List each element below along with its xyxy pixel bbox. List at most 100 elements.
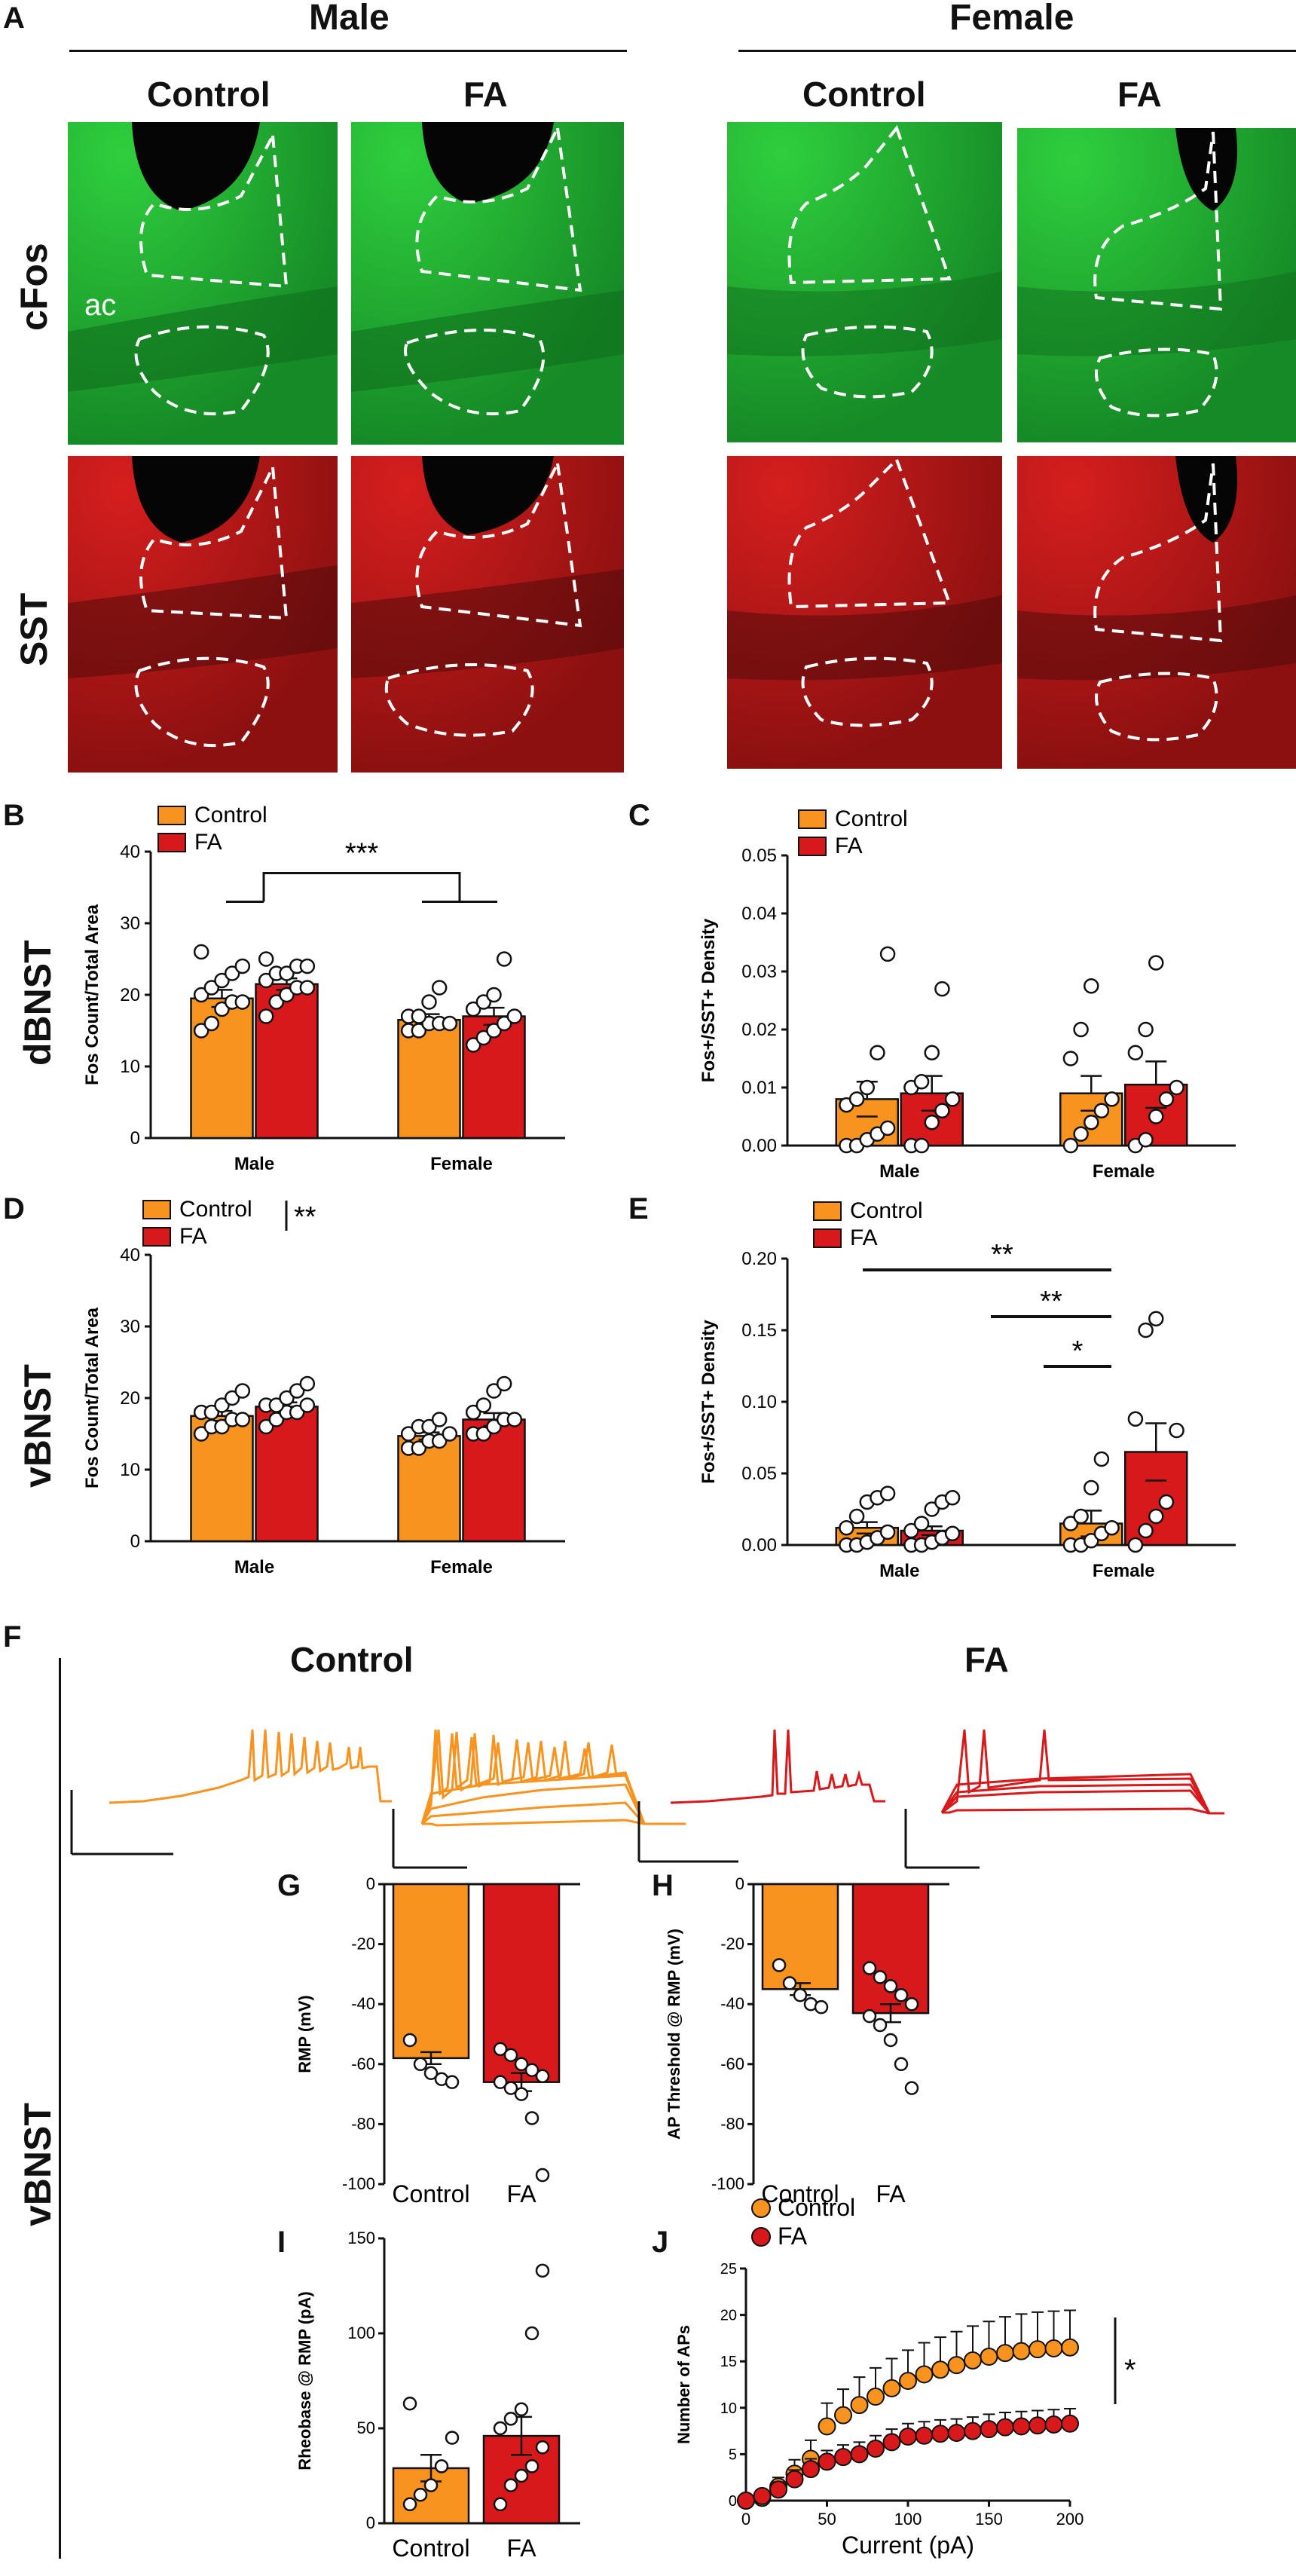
row-label-dbnst: dBNST (17, 940, 59, 1066)
data-point-control (1029, 2340, 1047, 2359)
data-point (289, 1404, 305, 1421)
data-point (1093, 1103, 1110, 1119)
legend-label-control: Control (778, 2194, 855, 2221)
data-point (493, 2075, 508, 2089)
x-category-label: FA (506, 2535, 536, 2562)
scale-bar-fa-2 (904, 1809, 980, 1869)
data-point-control (931, 2360, 949, 2379)
data-point (873, 1970, 888, 1984)
data-point (400, 1426, 417, 1442)
y-tick-label: -20 (720, 1935, 744, 1953)
bar-control (392, 1883, 470, 2060)
data-point (814, 1999, 829, 2015)
data-point (535, 2440, 550, 2455)
data-point (904, 1996, 919, 2012)
x-category-label: Female (1093, 1161, 1155, 1182)
data-point (524, 2459, 539, 2474)
y-axis-label: Number of APs (674, 2325, 693, 2444)
data-point-fa (964, 2422, 982, 2440)
legend-swatch-fa (142, 1227, 171, 1247)
y-tick-label: 5 (729, 2446, 737, 2463)
legend-swatch-control (813, 1201, 842, 1221)
data-point (493, 2497, 508, 2512)
data-point (496, 951, 512, 967)
data-point (475, 1426, 492, 1442)
bar-control-female (397, 1019, 461, 1140)
data-point (870, 1045, 885, 1061)
image-cfos-male-fa (351, 122, 624, 445)
data-point (793, 1988, 808, 2002)
data-point-fa (1061, 2414, 1079, 2433)
data-point (214, 1001, 230, 1017)
x-category-label: FA (506, 2180, 536, 2207)
legend-label-fa: FA (778, 2223, 808, 2250)
y-tick-label: -40 (720, 1994, 744, 2013)
data-point (1138, 1021, 1154, 1038)
data-point (493, 2042, 508, 2057)
y-tick-label: 0 (366, 1877, 375, 1893)
data-point (413, 2057, 428, 2072)
y-tick-label: 0 (366, 2513, 375, 2532)
legend-swatch-control (798, 809, 827, 829)
data-point (214, 1397, 230, 1413)
legend-swatch-control (157, 806, 186, 825)
data-point (503, 2412, 518, 2426)
data-point (279, 987, 295, 1003)
y-tick-label: 0.05 (741, 1464, 777, 1484)
panel-letter-g: G (277, 1869, 301, 1902)
data-point-fa (818, 2452, 836, 2471)
y-tick-label: -80 (720, 2114, 744, 2133)
col-label-female-control: Control (802, 75, 926, 114)
significance-label-1: ** (991, 1239, 1013, 1271)
y-tick-label: 25 (720, 2261, 737, 2278)
data-point (234, 1383, 251, 1399)
trace-control-single (109, 1729, 392, 1804)
y-tick-label: 0 (130, 1128, 140, 1149)
data-point-control (1061, 2338, 1079, 2357)
data-point (442, 1426, 458, 1442)
x-tick-label: 150 (975, 2510, 1003, 2529)
data-point (234, 994, 251, 1010)
image-cfos-female-fa (1017, 128, 1296, 442)
data-point (514, 2087, 529, 2101)
x-axis-label: Current (pA) (842, 2532, 974, 2559)
data-point-fa (882, 2433, 901, 2452)
data-point (913, 1516, 930, 1531)
legend-marker-control (751, 2198, 771, 2218)
data-point-fa (753, 2486, 772, 2505)
bar-fa (482, 1883, 561, 2083)
significance-label-2: ** (1040, 1286, 1062, 1317)
significance-label-3: * (1072, 1335, 1084, 1367)
data-point (423, 2066, 439, 2080)
data-point (465, 1404, 481, 1421)
data-point (883, 1979, 898, 1993)
data-point (203, 1404, 220, 1421)
data-point-control (996, 2344, 1014, 2363)
data-point (421, 1418, 437, 1435)
y-tick-label: -40 (351, 1994, 375, 2013)
panel-letter-h: H (652, 1869, 674, 1902)
y-tick-label: 40 (120, 842, 140, 862)
x-category-label: Control (392, 2535, 469, 2562)
data-point (268, 994, 285, 1010)
ac-label: ac (84, 289, 116, 322)
data-point (524, 2063, 539, 2078)
x-category-label: FA (876, 2180, 906, 2207)
data-point-fa (785, 2470, 804, 2489)
scale-bar-control-1 (70, 1790, 173, 1856)
data-point-fa (769, 2480, 787, 2499)
data-point (411, 1008, 427, 1024)
y-tick-label: 0.01 (741, 1078, 777, 1098)
legend-swatch-fa (157, 833, 186, 852)
row-label-vbnst: vBNST (17, 1364, 59, 1488)
x-category-label: Male (879, 1561, 919, 1581)
data-point (445, 2075, 460, 2089)
y-tick-label: 0 (735, 1877, 744, 1893)
y-tick-label: 0.05 (741, 846, 777, 866)
data-point (772, 1958, 787, 1972)
data-point-fa (1012, 2417, 1031, 2436)
data-point (506, 1008, 523, 1024)
data-point-control (964, 2351, 982, 2369)
y-tick-label: 20 (120, 1388, 140, 1409)
